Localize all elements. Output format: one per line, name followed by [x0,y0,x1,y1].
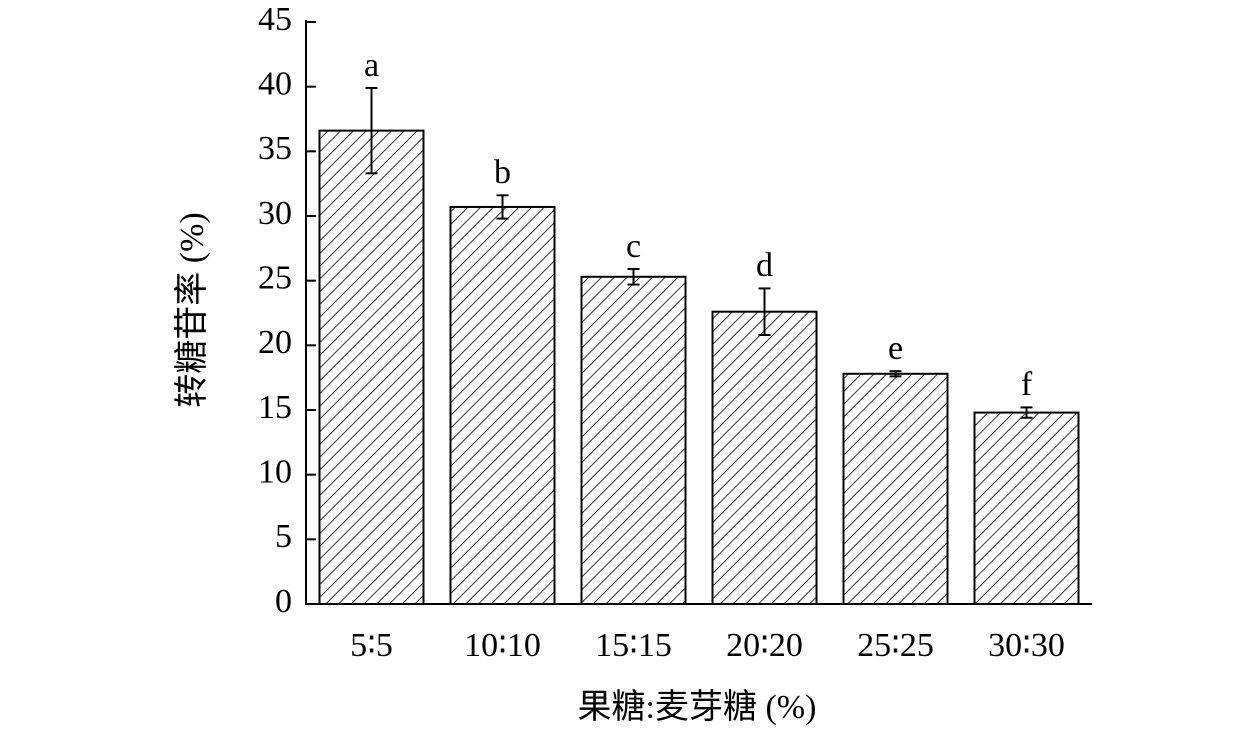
y-tick-label: 20 [258,324,292,361]
error-bar [758,287,771,336]
y-tick-label: 40 [258,65,292,102]
x-tick-label: 15∶15 [595,627,672,664]
significance-letter: c [626,228,641,265]
y-tick-label: 45 [258,1,292,38]
y-tick-label: 35 [258,130,292,167]
error-bar [365,86,378,175]
y-tick-label: 30 [258,195,292,232]
y-tick-label: 5 [275,518,292,555]
y-axis-title: 转糖苷率 (%) [173,212,211,407]
y-tick-label: 25 [258,259,292,296]
bar [842,372,949,605]
significance-letter: d [756,247,773,284]
x-tick-label: 25∶25 [857,627,934,664]
significance-letter: a [364,47,379,84]
error-bar [889,370,902,378]
x-tick-label: 20∶20 [726,627,803,664]
x-tick-label: 10∶10 [464,627,541,664]
y-tick-label: 10 [258,453,292,490]
significance-letter: e [888,330,903,367]
bar [711,310,818,605]
significance-letter: b [494,154,511,191]
error-bar [627,268,640,286]
bar [318,129,425,605]
bar [973,411,1080,605]
error-bar [1020,406,1033,419]
x-tick-label: 30∶30 [988,627,1065,664]
bar [580,275,687,605]
y-tick-label: 15 [258,389,292,426]
x-axis-title: 果糖:麦芽糖 (%) [578,688,817,726]
y-tick-label: 0 [275,583,292,620]
error-bar [496,194,509,220]
significance-letter: f [1021,366,1033,403]
x-tick-label: 5∶5 [350,627,393,664]
bar [449,205,556,606]
